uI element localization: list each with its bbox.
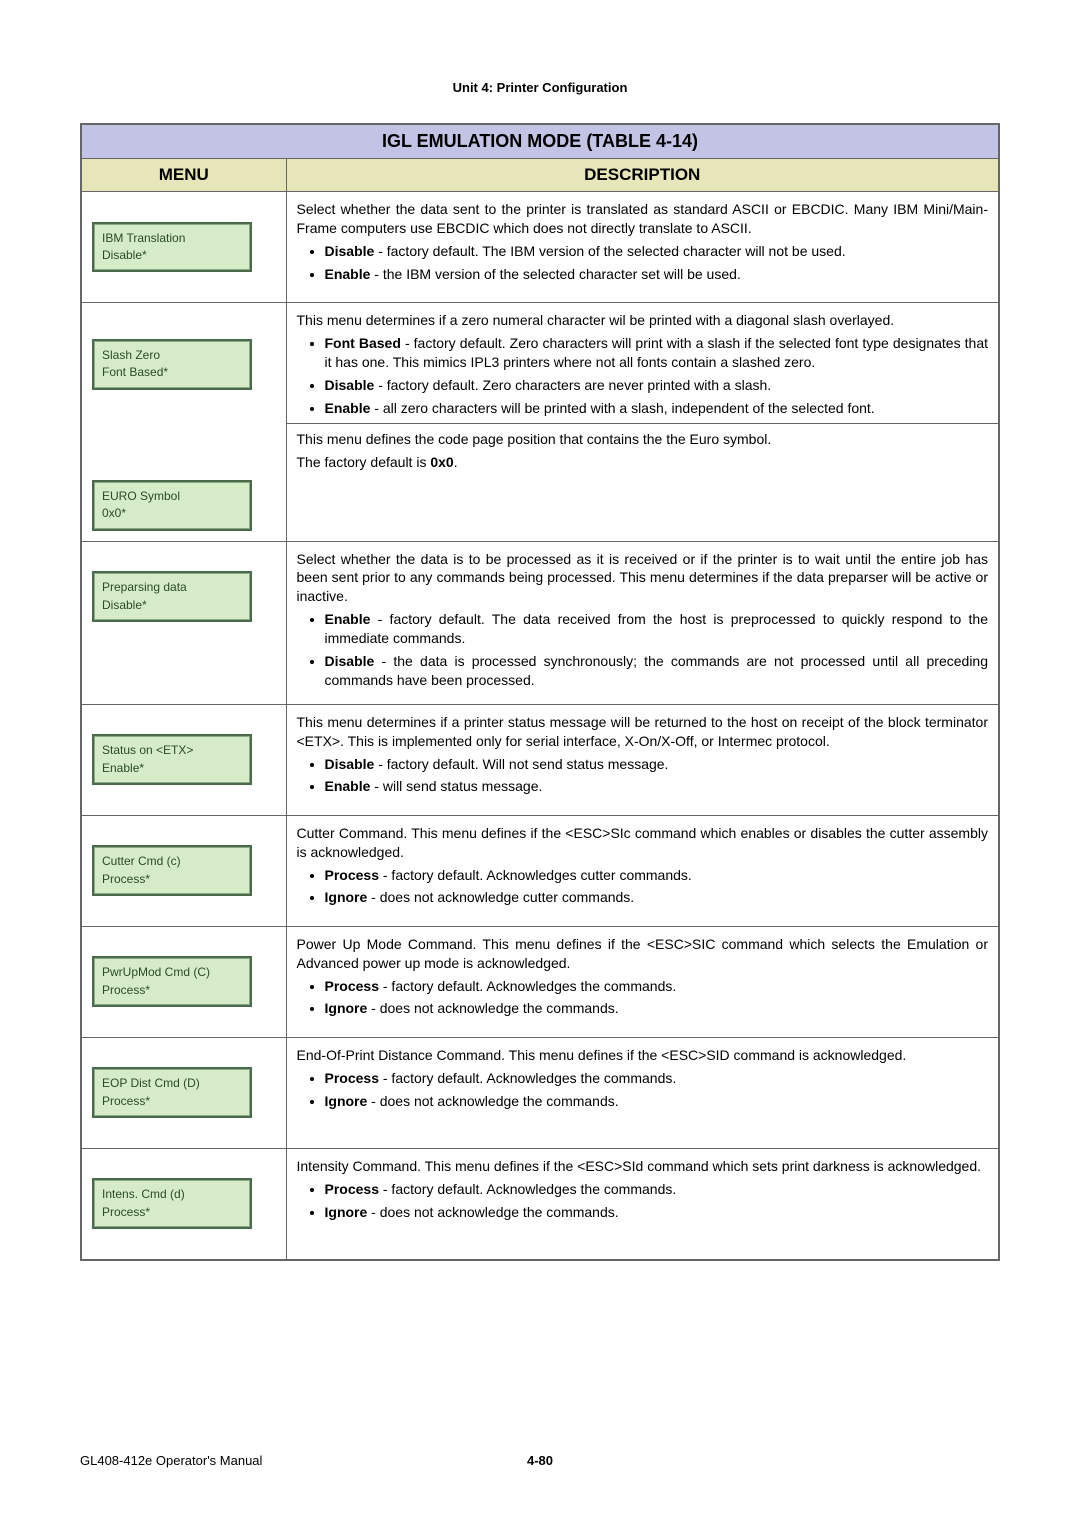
menu-cell: IBM Translation Disable* bbox=[92, 202, 278, 292]
bullet: Process - factory default. Acknowledges … bbox=[325, 977, 989, 996]
desc-intro: Cutter Command. This menu defines if the… bbox=[297, 824, 989, 862]
table-header-row: MENU DESCRIPTION bbox=[81, 159, 999, 192]
menu-box-euro-symbol: EURO Symbol 0x0* bbox=[92, 480, 252, 531]
bullet: Process - factory default. Acknowledges … bbox=[325, 1069, 989, 1088]
desc-cell: Intensity Command. This menu defines if … bbox=[286, 1148, 999, 1260]
desc-intro: Intensity Command. This menu defines if … bbox=[297, 1157, 989, 1176]
desc-bullets: Disable - factory default. Will not send… bbox=[297, 755, 989, 797]
menu-line2: Disable* bbox=[102, 597, 242, 614]
menu-line2: Enable* bbox=[102, 760, 242, 777]
desc-bullets: Process - factory default. Acknowledges … bbox=[297, 977, 989, 1019]
bullet: Enable - the IBM version of the selected… bbox=[325, 265, 989, 284]
menu-line2: Process* bbox=[102, 982, 242, 999]
menu-stack: Slash Zero Font Based* EURO Symbol 0x0* bbox=[92, 313, 278, 531]
col-desc-header: DESCRIPTION bbox=[286, 159, 999, 192]
menu-cell: Intens. Cmd (d) Process* bbox=[92, 1159, 278, 1249]
menu-line1: Preparsing data bbox=[102, 579, 242, 596]
bullet: Enable - factory default. The data recei… bbox=[325, 610, 989, 648]
table-title: IGL EMULATION MODE (TABLE 4-14) bbox=[81, 124, 999, 159]
desc-bullets: Enable - factory default. The data recei… bbox=[297, 610, 989, 690]
unit-header: Unit 4: Printer Configuration bbox=[80, 80, 1000, 95]
bullet: Process - factory default. Acknowledges … bbox=[325, 866, 989, 885]
table-row: Status on <ETX> Enable* This menu determ… bbox=[81, 704, 999, 815]
desc-intro: Select whether the data sent to the prin… bbox=[297, 200, 989, 238]
menu-cell: Cutter Cmd (c) Process* bbox=[92, 826, 278, 916]
desc-cell: Power Up Mode Command. This menu defines… bbox=[286, 926, 999, 1037]
menu-box-eop-dist-cmd: EOP Dist Cmd (D) Process* bbox=[92, 1067, 252, 1118]
menu-cell: EOP Dist Cmd (D) Process* bbox=[92, 1048, 278, 1138]
menu-box-intens-cmd: Intens. Cmd (d) Process* bbox=[92, 1178, 252, 1229]
footer-right bbox=[693, 1453, 1000, 1468]
desc-bullets: Process - factory default. Acknowledges … bbox=[297, 1069, 989, 1111]
desc-bullets: Font Based - factory default. Zero chara… bbox=[297, 334, 989, 418]
bullet: Ignore - does not acknowledge the comman… bbox=[325, 1203, 989, 1222]
config-table: IGL EMULATION MODE (TABLE 4-14) MENU DES… bbox=[80, 123, 1000, 1261]
menu-line2: Process* bbox=[102, 1093, 242, 1110]
bullet: Disable - factory default. Zero characte… bbox=[325, 376, 989, 395]
table-row: Cutter Cmd (c) Process* Cutter Command. … bbox=[81, 815, 999, 926]
page: Unit 4: Printer Configuration IGL EMULAT… bbox=[0, 0, 1080, 1528]
desc-cell: This menu determines if a zero numeral c… bbox=[286, 303, 999, 542]
table-row: EOP Dist Cmd (D) Process* End-Of-Print D… bbox=[81, 1037, 999, 1148]
menu-box-slash-zero: Slash Zero Font Based* bbox=[92, 339, 252, 390]
menu-line1: EOP Dist Cmd (D) bbox=[102, 1075, 242, 1092]
table-row: PwrUpMod Cmd (C) Process* Power Up Mode … bbox=[81, 926, 999, 1037]
table-row: Slash Zero Font Based* EURO Symbol 0x0* … bbox=[81, 303, 999, 542]
menu-box-preparsing: Preparsing data Disable* bbox=[92, 571, 252, 622]
bullet: Font Based - factory default. Zero chara… bbox=[325, 334, 989, 372]
bullet: Disable - factory default. Will not send… bbox=[325, 755, 989, 774]
desc-cell: End-Of-Print Distance Command. This menu… bbox=[286, 1037, 999, 1148]
menu-box-pwrupmod-cmd: PwrUpMod Cmd (C) Process* bbox=[92, 956, 252, 1007]
table-row: IBM Translation Disable* Select whether … bbox=[81, 192, 999, 303]
menu-line2: 0x0* bbox=[102, 505, 242, 522]
desc-intro: Power Up Mode Command. This menu defines… bbox=[297, 935, 989, 973]
menu-box-ibm-translation: IBM Translation Disable* bbox=[92, 222, 252, 273]
table-row: Preparsing data Disable* Select whether … bbox=[81, 541, 999, 704]
desc-intro: This menu determines if a printer status… bbox=[297, 713, 989, 751]
menu-box-cutter-cmd: Cutter Cmd (c) Process* bbox=[92, 845, 252, 896]
menu-cell: Preparsing data Disable* bbox=[92, 552, 278, 642]
bullet: Enable - will send status message. bbox=[325, 777, 989, 796]
footer-page-number: 4-80 bbox=[387, 1453, 694, 1468]
desc-intro: End-Of-Print Distance Command. This menu… bbox=[297, 1046, 989, 1065]
menu-cell: PwrUpMod Cmd (C) Process* bbox=[92, 937, 278, 1027]
page-footer: GL408-412e Operator's Manual 4-80 bbox=[80, 1453, 1000, 1468]
menu-line2: Process* bbox=[102, 871, 242, 888]
menu-line1: Intens. Cmd (d) bbox=[102, 1186, 242, 1203]
bullet: Ignore - does not acknowledge the comman… bbox=[325, 1092, 989, 1111]
table-row: Intens. Cmd (d) Process* Intensity Comma… bbox=[81, 1148, 999, 1260]
menu-line1: EURO Symbol bbox=[102, 488, 242, 505]
desc-intro: Select whether the data is to be process… bbox=[297, 550, 989, 607]
menu-line2: Process* bbox=[102, 1204, 242, 1221]
menu-line1: PwrUpMod Cmd (C) bbox=[102, 964, 242, 981]
desc-cell: Select whether the data is to be process… bbox=[286, 541, 999, 704]
bullet: Enable - all zero characters will be pri… bbox=[325, 399, 989, 418]
menu-line1: Cutter Cmd (c) bbox=[102, 853, 242, 870]
menu-box-status-etx: Status on <ETX> Enable* bbox=[92, 734, 252, 785]
desc-cell: This menu determines if a printer status… bbox=[286, 704, 999, 815]
menu-line1: Status on <ETX> bbox=[102, 742, 242, 759]
bullet: Process - factory default. Acknowledges … bbox=[325, 1180, 989, 1199]
bullet: Disable - factory default. The IBM versi… bbox=[325, 242, 989, 261]
bullet: Ignore - does not acknowledge cutter com… bbox=[325, 888, 989, 907]
menu-line1: IBM Translation bbox=[102, 230, 242, 247]
bullet: Disable - the data is processed synchron… bbox=[325, 652, 989, 690]
menu-line2: Font Based* bbox=[102, 364, 242, 381]
desc-cell: Cutter Command. This menu defines if the… bbox=[286, 815, 999, 926]
bullet: Ignore - does not acknowledge the comman… bbox=[325, 999, 989, 1018]
desc-bullets: Process - factory default. Acknowledges … bbox=[297, 866, 989, 908]
menu-line2: Disable* bbox=[102, 247, 242, 264]
desc-intro: This menu determines if a zero numeral c… bbox=[297, 311, 989, 330]
menu-cell: Status on <ETX> Enable* bbox=[92, 715, 278, 805]
menu-line1: Slash Zero bbox=[102, 347, 242, 364]
desc-intro: This menu defines the code page position… bbox=[297, 430, 989, 449]
desc-extra: The factory default is 0x0. bbox=[297, 453, 989, 472]
col-menu-header: MENU bbox=[81, 159, 286, 192]
table-title-row: IGL EMULATION MODE (TABLE 4-14) bbox=[81, 124, 999, 159]
desc-bullets: Disable - factory default. The IBM versi… bbox=[297, 242, 989, 284]
desc-bullets: Process - factory default. Acknowledges … bbox=[297, 1180, 989, 1222]
desc-cell: Select whether the data sent to the prin… bbox=[286, 192, 999, 303]
footer-left: GL408-412e Operator's Manual bbox=[80, 1453, 387, 1468]
